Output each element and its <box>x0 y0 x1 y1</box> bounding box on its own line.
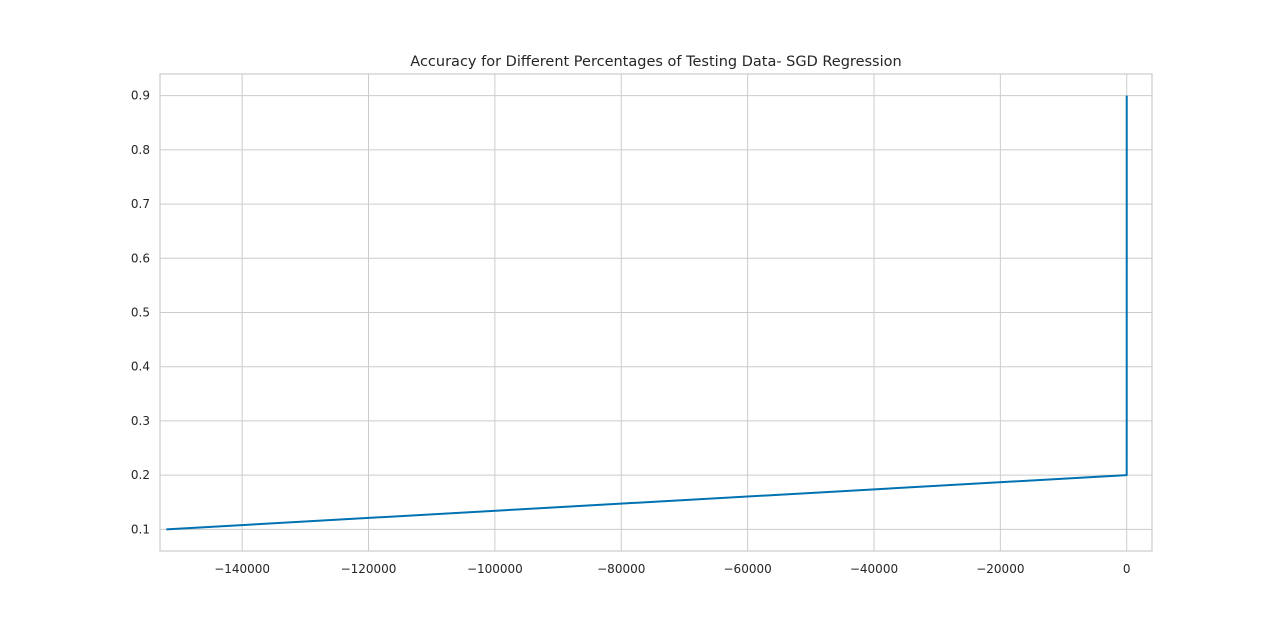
x-tick-labels: −140000 −120000 −100000 −80000 −60000 −40000 −… <box>214 562 1130 576</box>
y-tick-label: 0.6 <box>131 251 150 265</box>
series-layer <box>166 95 1128 531</box>
y-tick-labels: 0.1 0.2 0.3 0.4 0.5 0.6 0.7 0.8 0.9 <box>131 89 150 537</box>
x-tick-label: −100000 <box>467 562 523 576</box>
y-tick-label: 0.5 <box>131 306 150 320</box>
x-tick-label: −40000 <box>850 562 898 576</box>
y-gridlines <box>160 95 1152 530</box>
series-line-0 <box>166 95 1128 531</box>
plot-frame <box>159 73 1153 552</box>
y-tick-label: 0.8 <box>131 143 150 157</box>
x-tick-label: −20000 <box>976 562 1024 576</box>
x-tick-label: 0 <box>1123 562 1131 576</box>
chart-title: Accuracy for Different Percentages of Te… <box>410 54 901 70</box>
y-tick-label: 0.2 <box>131 468 150 482</box>
y-tick-label: 0.9 <box>131 89 150 103</box>
y-tick-label: 0.1 <box>131 522 150 536</box>
x-tick-label: −60000 <box>724 562 772 576</box>
x-tick-label: −80000 <box>597 562 645 576</box>
x-tick-label: −120000 <box>341 562 397 576</box>
y-tick-label: 0.4 <box>131 360 150 374</box>
x-tick-label: −140000 <box>214 562 270 576</box>
y-tick-label: 0.7 <box>131 197 150 211</box>
y-tick-label: 0.3 <box>131 414 150 428</box>
